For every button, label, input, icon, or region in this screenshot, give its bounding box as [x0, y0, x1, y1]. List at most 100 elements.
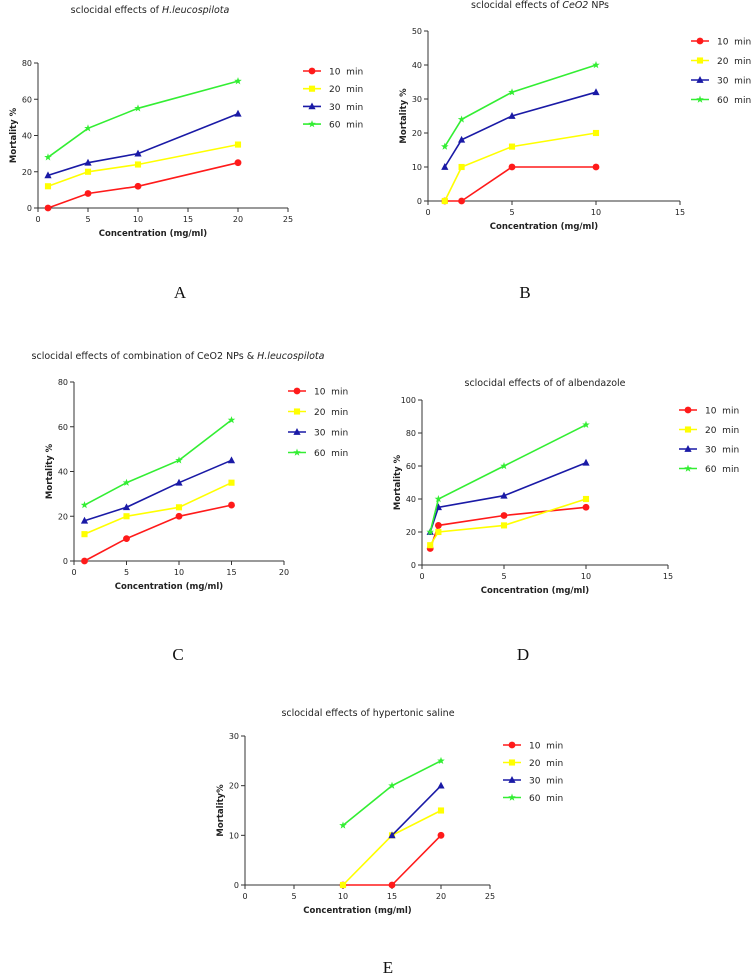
data-point — [500, 462, 508, 470]
y-axis-label: Mortality% — [216, 784, 226, 837]
data-point — [435, 528, 442, 536]
data-point — [500, 522, 508, 529]
x-tick-label: 15 — [226, 568, 236, 577]
series-line — [444, 64, 597, 148]
data-point — [175, 456, 183, 464]
data-point — [582, 495, 590, 503]
y-tick-label: 40 — [406, 495, 416, 504]
y-axis-label: Mortality % — [45, 443, 55, 499]
legend-entry: 20 min — [679, 426, 739, 436]
x-tick-label: 10 — [133, 215, 143, 224]
x-tick-label: 15 — [663, 572, 673, 581]
series-line — [429, 424, 587, 533]
data-point — [84, 124, 92, 132]
series-10-min — [441, 163, 600, 205]
x-tick-label: 20 — [436, 892, 446, 901]
y-tick-label: 0 — [27, 204, 32, 213]
chart-panel-b: sclocidal effects of CeO2 NPs01020304050… — [399, 0, 751, 302]
y-axis-label: Mortality % — [393, 454, 403, 510]
legend-label: 30 min — [717, 77, 751, 87]
y-tick-label: 60 — [22, 95, 32, 104]
legend: 10 min 20 min 30 min 60 min — [679, 407, 739, 475]
data-point — [508, 163, 516, 171]
data-point — [426, 528, 434, 536]
x-axis-label: Concentration (mg/ml) — [303, 906, 412, 916]
data-point — [592, 163, 600, 171]
x-tick-label: 15 — [675, 208, 685, 217]
data-point — [437, 781, 445, 789]
legend-entry: 10 min — [303, 68, 363, 78]
legend-entry: 20 min — [691, 57, 751, 67]
y-tick-label: 80 — [58, 378, 68, 387]
series-line — [47, 80, 239, 158]
legend-label: 10 min — [717, 38, 751, 48]
y-tick-label: 100 — [401, 396, 416, 405]
legend-entry: 30 min — [303, 102, 363, 113]
legend-entry: 10 min — [288, 388, 348, 398]
data-point — [441, 142, 449, 150]
data-point — [441, 197, 448, 205]
legend-entry: 60 min — [679, 464, 739, 475]
chart-title: sclocidal effects of combination of CeO2… — [32, 351, 325, 362]
y-tick-label: 20 — [22, 168, 32, 177]
y-tick-label: 30 — [229, 732, 239, 741]
x-tick-label: 0 — [35, 215, 40, 224]
chart-panel-d: sclocidal effects of of albendazole 0 20 40… — [393, 378, 739, 664]
series-line — [343, 834, 442, 886]
data-point — [437, 807, 445, 814]
x-tick-label: 0 — [425, 208, 430, 217]
data-point — [582, 420, 590, 428]
x-tick-label: 20 — [233, 215, 243, 224]
panel-letter: C — [172, 645, 183, 664]
legend: 10 min 20 min 30 min 60 min — [288, 388, 348, 459]
data-point — [592, 61, 600, 69]
series-30-min — [44, 109, 242, 179]
data-point — [437, 756, 445, 765]
x-tick-label: 20 — [279, 568, 289, 577]
data-point — [84, 158, 92, 166]
x-tick-label: 25 — [485, 892, 495, 901]
legend-label: 10 min — [314, 388, 348, 398]
series-60-min — [426, 420, 590, 536]
legend-entry: 20 min — [503, 759, 563, 769]
data-point — [234, 159, 242, 167]
series-line — [391, 785, 442, 836]
legend-entry: 10 min — [691, 38, 751, 48]
series-10-min — [81, 501, 235, 565]
data-point — [227, 416, 236, 424]
data-point — [228, 479, 235, 486]
y-tick-label: 20 — [58, 512, 68, 521]
x-tick-label: 10 — [338, 892, 348, 901]
y-axis-label: Mortality % — [9, 107, 19, 163]
legend: 10 min 20 min 30 min 60 min — [503, 742, 563, 804]
series-line — [429, 461, 587, 533]
legend-label: 20 min — [529, 759, 563, 769]
series-line — [444, 166, 596, 202]
legend-label: 30 min — [529, 777, 563, 787]
data-point — [123, 513, 130, 520]
data-point — [134, 149, 142, 157]
legend-label: 30 min — [314, 429, 348, 439]
x-tick-label: 0 — [419, 572, 424, 581]
legend-entry: 30 min — [503, 776, 563, 787]
data-point — [44, 171, 52, 179]
y-axis-label: Mortality % — [399, 88, 409, 144]
legend-label: 10 min — [329, 68, 363, 78]
y-tick-label: 0 — [234, 881, 239, 890]
data-point — [508, 88, 516, 96]
legend-entry: 10 min — [679, 407, 739, 417]
data-point — [228, 501, 235, 509]
series-10-min — [339, 831, 445, 889]
data-point — [81, 531, 88, 538]
series-line — [342, 809, 442, 886]
y-tick-label: 40 — [22, 132, 32, 141]
data-point — [175, 478, 183, 486]
x-tick-label: 10 — [581, 572, 591, 581]
series-line — [84, 481, 232, 535]
x-tick-label: 15 — [387, 892, 397, 901]
data-point — [44, 183, 52, 190]
series-60-min — [441, 61, 600, 150]
data-point — [508, 143, 516, 150]
x-tick-label: 10 — [591, 208, 601, 217]
data-point — [592, 129, 600, 137]
